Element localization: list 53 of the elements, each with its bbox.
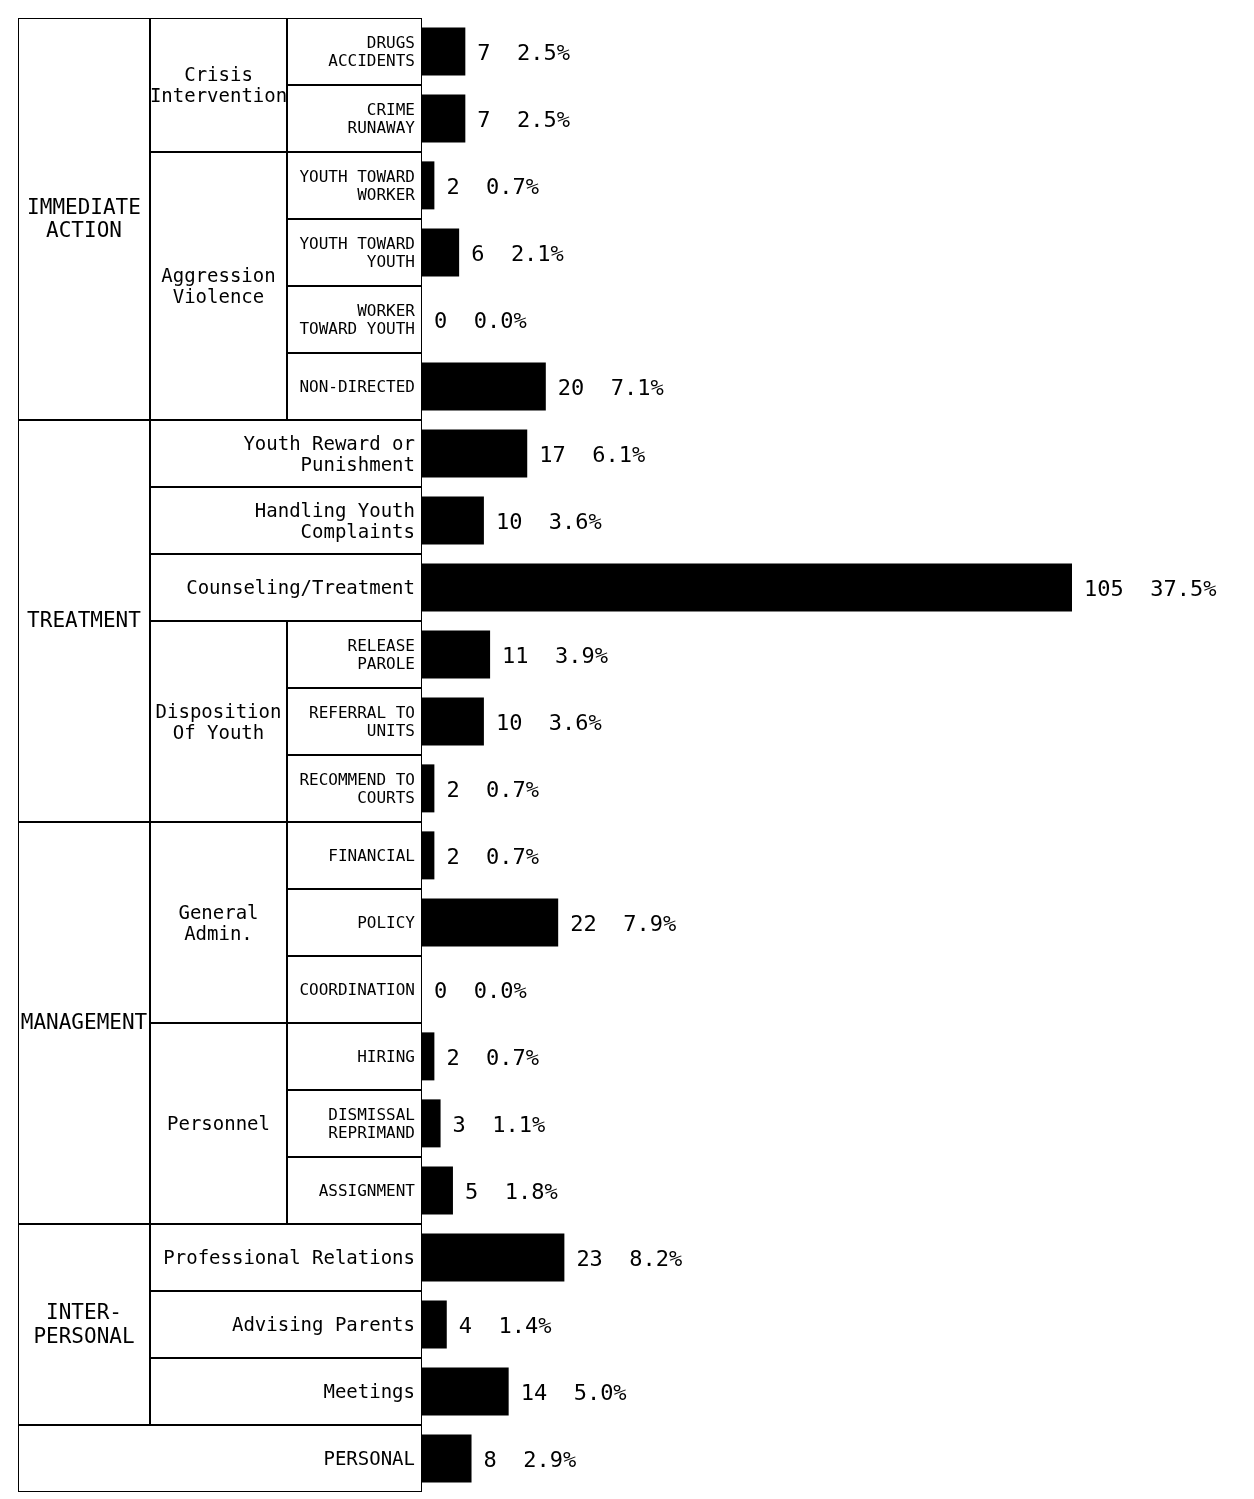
y-tick-label: HIRING bbox=[357, 1046, 415, 1066]
y-tick-label: WORKER TOWARD YOUTH bbox=[298, 300, 415, 338]
y-tick-label: Counseling/Treatment bbox=[186, 576, 415, 599]
y-tick-label: POLICY bbox=[357, 912, 415, 932]
data-label: 10 3.6% bbox=[495, 709, 602, 734]
y-tick-label: Advising Parents bbox=[231, 1313, 415, 1336]
data-label: 5 1.8% bbox=[464, 1178, 558, 1203]
y-tick-label: YOUTH TOWARD YOUTH bbox=[298, 233, 415, 271]
text: TREATMENT bbox=[27, 608, 141, 633]
data-label: 7 2.5% bbox=[477, 106, 571, 131]
text: General Admin. bbox=[177, 900, 260, 944]
text: MANAGEMENT bbox=[20, 1010, 148, 1035]
data-label: 11 3.9% bbox=[502, 642, 609, 667]
text: INTER-PERSONAL bbox=[32, 1300, 136, 1348]
y-tick-label: RELEASE PAROLE bbox=[346, 635, 415, 673]
data-label: 8 2.9% bbox=[483, 1446, 577, 1471]
y-tick-label: Professional Relations bbox=[163, 1246, 415, 1269]
text: Crisis Intervention bbox=[149, 63, 288, 106]
data-label: 0 0.0% bbox=[434, 307, 527, 332]
y-tick-label: PERSONAL bbox=[323, 1447, 415, 1470]
text: IMMEDIATE ACTION bbox=[26, 194, 142, 243]
y-tick-label: COORDINATION bbox=[299, 979, 415, 999]
y-tick-label: ASSIGNMENT bbox=[318, 1180, 415, 1200]
y-tick-label: Meetings bbox=[323, 1380, 415, 1403]
text: Aggression Violence bbox=[160, 264, 277, 307]
y-tick-label: CRIME RUNAWAY bbox=[346, 99, 415, 137]
y-tick-label: NON-DIRECTED bbox=[299, 376, 415, 396]
data-label: 3 1.1% bbox=[452, 1111, 546, 1136]
y-tick-label: DRUGS ACCIDENTS bbox=[327, 32, 415, 70]
y-tick-label: REFERRAL TO UNITS bbox=[308, 702, 415, 740]
data-label: 2 0.7% bbox=[446, 843, 540, 868]
data-label: 20 7.1% bbox=[557, 374, 664, 399]
data-label: 6 2.1% bbox=[471, 240, 564, 265]
y-tick-label: FINANCIAL bbox=[328, 845, 415, 865]
text: Personnel bbox=[167, 1112, 270, 1135]
data-label: 105 37.5% bbox=[1084, 575, 1217, 600]
y-tick-label: DISMISSAL REPRIMAND bbox=[327, 1104, 415, 1142]
data-label: 2 0.7% bbox=[446, 173, 540, 198]
y-tick-label: YOUTH TOWARD WORKER bbox=[298, 166, 415, 204]
y-tick-label: Youth Reward or Punishment bbox=[242, 431, 415, 475]
data-label: 2 0.7% bbox=[446, 776, 540, 801]
text: Disposition Of Youth bbox=[154, 699, 283, 743]
y-tick-label: RECOMMEND TO COURTS bbox=[298, 769, 415, 807]
y-tick-label: Handling Youth Complaints bbox=[253, 498, 415, 542]
data-label: 2 0.7% bbox=[446, 1044, 540, 1069]
data-label: 23 8.2% bbox=[576, 1245, 683, 1270]
data-label: 7 2.5% bbox=[477, 39, 571, 64]
data-label: 14 5.0% bbox=[520, 1379, 627, 1404]
data-label: 22 7.9% bbox=[570, 910, 677, 935]
data-label: 10 3.6% bbox=[495, 508, 602, 533]
data-label: 0 0.0% bbox=[434, 977, 527, 1002]
data-label: 17 6.1% bbox=[539, 441, 646, 466]
data-label: 4 1.4% bbox=[458, 1312, 552, 1337]
